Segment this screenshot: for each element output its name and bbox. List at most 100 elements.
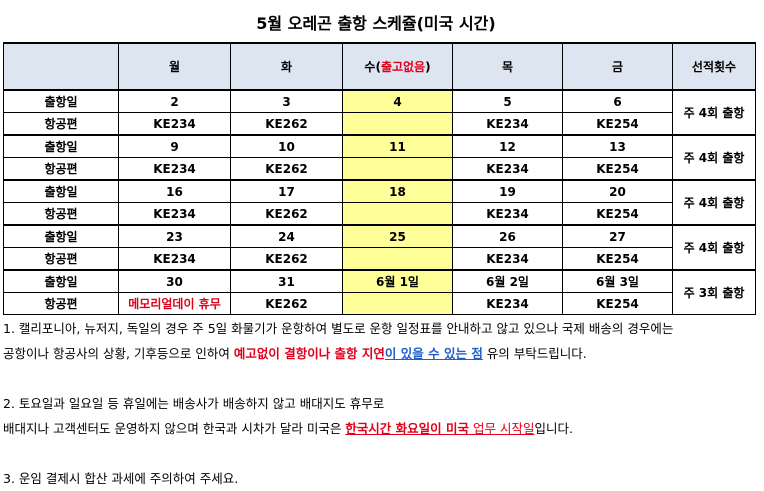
date-cell: 11: [342, 134, 453, 158]
flight-cell: KE234: [452, 112, 563, 136]
date-cell: 4: [342, 89, 453, 113]
flight-cell: KE234: [118, 112, 231, 136]
flight-cell: KE234: [452, 247, 563, 271]
date-cell: 24: [230, 224, 343, 248]
note-1-warning-blue: 이 있을 수 있는 점: [384, 346, 483, 361]
note-2-text: 배대지나 고객센터도 운영하지 않으며 한국과 시차가 달라 미국은: [3, 421, 346, 436]
departure-label: 출항일: [3, 224, 119, 248]
weekly-count-cell: 주 4회 출항: [672, 134, 756, 181]
date-cell: 6월 2일: [452, 269, 563, 293]
departure-label: 출항일: [3, 179, 119, 203]
table-row: 항공편 메모리얼데이 휴무 KE262 KE234 KE254: [3, 292, 756, 315]
table-row: 출항일 23 24 25 26 27 주 4회 출항: [3, 224, 756, 271]
weekly-count-cell: 주 4회 출항: [672, 89, 756, 136]
header-thursday: 목: [452, 42, 563, 91]
note-2-line-1: 2. 토요일과 일요일 등 휴일에는 배송사가 배송하지 않고 배대지도 휴무로: [3, 396, 385, 411]
flight-cell: KE254: [562, 202, 673, 226]
date-cell: 17: [230, 179, 343, 203]
note-1-line-2: 공항이나 항공사의 상황, 기후등으로 인하여 예고없이 결항이나 출항 지연이…: [3, 341, 759, 366]
flight-cell: [342, 157, 453, 181]
date-cell: 23: [118, 224, 231, 248]
date-cell: 16: [118, 179, 231, 203]
note-2-highlight: 한국시간 화요일이 미국: [345, 421, 470, 436]
flight-cell: KE262: [230, 157, 343, 181]
flight-label: 항공편: [3, 112, 119, 136]
departure-label: 출항일: [3, 89, 119, 113]
header-wednesday-note: 출고없음: [380, 59, 426, 74]
date-cell: 27: [562, 224, 673, 248]
header-shipment-count: 선적횟수: [672, 42, 756, 91]
table-row: 출항일 16 17 18 19 20 주 4회 출항: [3, 179, 756, 226]
date-cell: 6월 1일: [342, 269, 453, 293]
flight-cell: KE262: [230, 112, 343, 136]
note-2-tail: 입니다.: [534, 421, 573, 436]
date-cell: 31: [230, 269, 343, 293]
table-row: 출항일 9 10 11 12 13 주 4회 출항: [3, 134, 756, 181]
flight-label: 항공편: [3, 292, 119, 315]
table-row: 출항일 30 31 6월 1일 6월 2일 6월 3일 주 3회 출항: [3, 269, 756, 315]
date-cell: 19: [452, 179, 563, 203]
notes-section: 1. 캘리포니아, 뉴저지, 독일의 경우 주 5일 화물기가 운항하여 별도로…: [3, 316, 759, 491]
note-1-text: 공항이나 항공사의 상황, 기후등으로 인하여: [3, 346, 234, 361]
flight-cell: KE262: [230, 202, 343, 226]
note-1-tail: 유의 부탁드립니다.: [482, 346, 587, 361]
header-blank: [3, 42, 119, 91]
flight-cell: KE234: [452, 157, 563, 181]
flight-cell: KE262: [230, 292, 343, 315]
note-1-line-1: 1. 캘리포니아, 뉴저지, 독일의 경우 주 5일 화물기가 운항하여 별도로…: [3, 321, 674, 336]
date-cell: 20: [562, 179, 673, 203]
flight-cell: KE262: [230, 247, 343, 271]
date-cell: 18: [342, 179, 453, 203]
weekly-count-cell: 주 3회 출항: [672, 269, 756, 315]
flight-cell: KE234: [118, 247, 231, 271]
table-row: 항공편 KE234 KE262 KE234 KE254: [3, 247, 756, 271]
date-cell: 5: [452, 89, 563, 113]
flight-cell: KE254: [562, 157, 673, 181]
flight-cell: KE254: [562, 292, 673, 315]
table-row: 항공편 KE234 KE262 KE234 KE254: [3, 112, 756, 136]
date-cell: 26: [452, 224, 563, 248]
header-wednesday: 수(출고없음): [342, 42, 453, 91]
header-tuesday: 화: [230, 42, 343, 91]
note-2-mid: 업무: [469, 421, 500, 436]
flight-label: 항공편: [3, 247, 119, 271]
shipping-schedule-table: 월 화 수(출고없음) 목 금 선적횟수 출항일 2 3 4 5 6 주 4회 …: [3, 42, 756, 315]
weekly-count-cell: 주 4회 출항: [672, 179, 756, 226]
flight-cell: KE234: [118, 202, 231, 226]
flight-cell: KE254: [562, 247, 673, 271]
note-1-warning-red: 예고없이 결항이나 출항 지연: [233, 346, 385, 361]
departure-label: 출항일: [3, 134, 119, 158]
flight-cell: [342, 292, 453, 315]
date-cell: 3: [230, 89, 343, 113]
note-3: 3. 운임 결제시 합산 과세에 주의하여 주세요.: [3, 471, 239, 486]
departure-label: 출항일: [3, 269, 119, 293]
date-cell: 10: [230, 134, 343, 158]
date-cell: 6월 3일: [562, 269, 673, 293]
header-monday: 월: [118, 42, 231, 91]
flight-cell: KE234: [452, 202, 563, 226]
flight-cell: [342, 112, 453, 136]
flight-cell: KE234: [118, 157, 231, 181]
table-header-row: 월 화 수(출고없음) 목 금 선적횟수: [3, 42, 756, 91]
flight-cell: KE234: [452, 292, 563, 315]
table-row: 출항일 2 3 4 5 6 주 4회 출항: [3, 89, 756, 136]
date-cell: 9: [118, 134, 231, 158]
weekly-count-cell: 주 4회 출항: [672, 224, 756, 271]
date-cell: 12: [452, 134, 563, 158]
flight-label: 항공편: [3, 157, 119, 181]
flight-cell: [342, 202, 453, 226]
date-cell: 30: [118, 269, 231, 293]
page-title: 5월 오레곤 출항 스케쥴(미국 시간): [256, 14, 496, 33]
table-row: 항공편 KE234 KE262 KE234 KE254: [3, 157, 756, 181]
header-friday: 금: [562, 42, 673, 91]
header-wednesday-suffix: ): [425, 59, 431, 74]
date-cell: 2: [118, 89, 231, 113]
flight-label: 항공편: [3, 202, 119, 226]
table-row: 항공편 KE234 KE262 KE234 KE254: [3, 202, 756, 226]
note-2-line-2: 배대지나 고객센터도 운영하지 않으며 한국과 시차가 달라 미국은 한국시간 …: [3, 416, 759, 441]
holiday-cell: 메모리얼데이 휴무: [118, 292, 231, 315]
flight-cell: [342, 247, 453, 271]
flight-cell: KE254: [562, 112, 673, 136]
date-cell: 13: [562, 134, 673, 158]
header-wednesday-prefix: 수(: [364, 59, 381, 74]
